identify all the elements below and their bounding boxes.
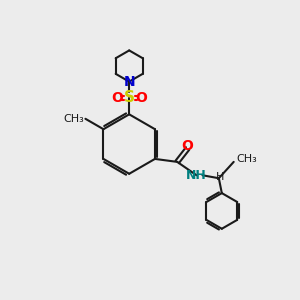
Text: NH: NH (186, 169, 207, 182)
Text: O: O (111, 91, 123, 105)
Text: O: O (182, 139, 194, 152)
Text: O: O (136, 91, 148, 105)
Text: H: H (216, 172, 224, 182)
Text: CH₃: CH₃ (63, 114, 84, 124)
Text: CH₃: CH₃ (237, 154, 257, 164)
Text: S: S (124, 91, 135, 106)
Text: N: N (123, 75, 135, 88)
